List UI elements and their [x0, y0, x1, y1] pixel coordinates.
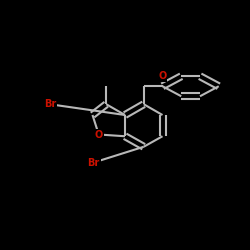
Text: O: O	[94, 130, 103, 140]
Text: O: O	[158, 71, 166, 81]
Text: Br: Br	[44, 99, 56, 109]
Text: Br: Br	[88, 158, 100, 168]
